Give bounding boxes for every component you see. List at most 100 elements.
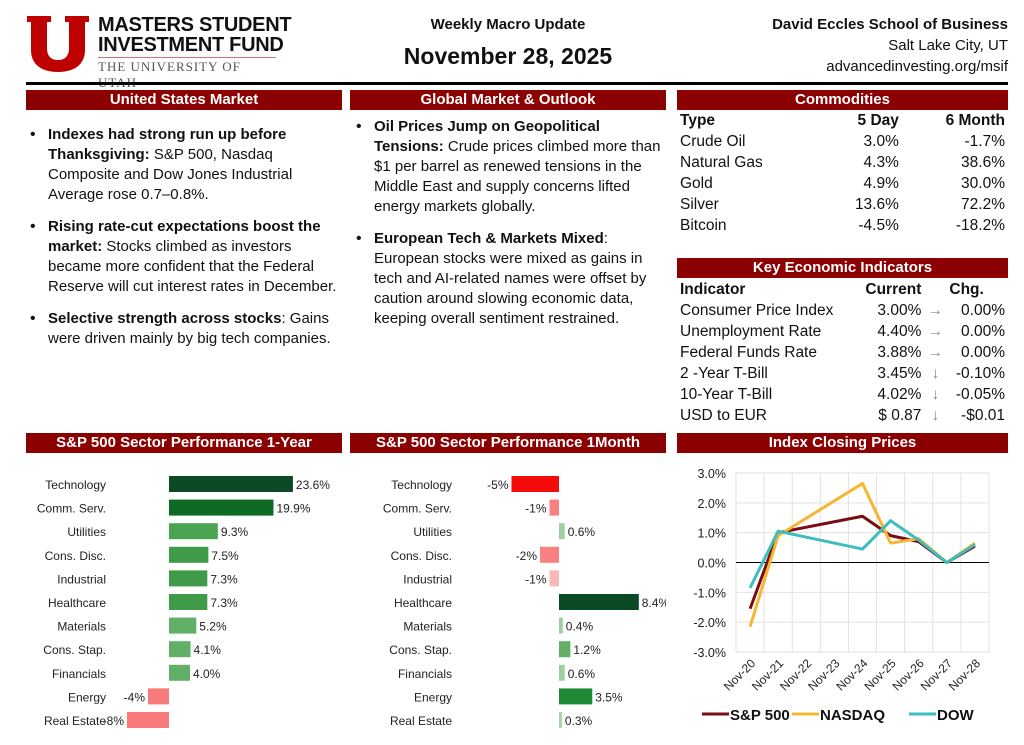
category-label: Comm. Serv. xyxy=(37,502,106,516)
index-closing-chart: 3.0%2.0%1.0%0.0%-1.0%-2.0%-3.0%Nov-20Nov… xyxy=(693,467,990,724)
bar xyxy=(169,664,190,681)
y-tick-label: 3.0% xyxy=(698,467,727,481)
series-line-dow xyxy=(748,519,976,589)
bar xyxy=(559,523,565,540)
bullet-item: European Tech & Markets Mixed: European … xyxy=(352,229,664,329)
category-label: Healthcare xyxy=(48,596,106,610)
legend-label: DOW xyxy=(937,707,975,724)
data-label: 7.5% xyxy=(211,549,239,563)
arrow-down-icon: ↓ xyxy=(931,365,940,382)
table-cell: Crude Oil xyxy=(680,133,746,150)
chart2-header: S&P 500 Sector Performance 1Month xyxy=(350,433,666,453)
table-cell: 4.9% xyxy=(863,175,899,192)
table-row: 2 -Year T-Bill 3.45% ↓ -0.10% xyxy=(677,363,1008,384)
logo-title: MASTERS STUDENT INVESTMENT FUND xyxy=(98,14,292,56)
bar xyxy=(540,546,559,563)
city: Salt Lake City, UT xyxy=(888,37,1008,54)
arrow-right-icon: → xyxy=(927,344,944,361)
table-cell: 4.40% xyxy=(877,323,922,340)
table-row: 10-Year T-Bill 4.02% ↓ -0.05% xyxy=(677,384,1008,405)
bar xyxy=(511,476,559,492)
data-label: 5.2% xyxy=(199,620,227,634)
table-cell: -$0.01 xyxy=(961,407,1005,424)
data-label: 1.2% xyxy=(573,643,601,657)
table-cell: -0.10% xyxy=(955,365,1005,382)
sector-1year-chart: Technology 23.6% Comm. Serv. 19.9% Utilities… xyxy=(37,476,330,728)
y-tick-label: 1.0% xyxy=(698,527,727,541)
col-header: 6 Month xyxy=(945,112,1005,129)
category-label: Financials xyxy=(52,667,106,681)
category-label: Cons. Stap. xyxy=(389,643,452,657)
data-label: 0.3% xyxy=(565,714,593,728)
category-label: Healthcare xyxy=(394,596,452,610)
data-label: 0.4% xyxy=(566,620,594,634)
data-label: -5% xyxy=(487,478,509,492)
data-label: 19.9% xyxy=(276,502,310,516)
category-label: Technology xyxy=(45,478,106,492)
header-divider xyxy=(26,82,1008,85)
logo-university: THE UNIVERSITY OF UTAH xyxy=(98,57,276,91)
table-cell: 3.00% xyxy=(877,302,922,319)
bar xyxy=(169,570,208,587)
table-cell: 4.02% xyxy=(877,386,922,403)
bar xyxy=(169,546,209,563)
bar xyxy=(148,688,169,705)
table-cell: $ 0.87 xyxy=(878,407,922,424)
commodities-table: Type 5 Day 6 Month Crude Oil 3.0% -1.7% Natur… xyxy=(677,110,1008,236)
table-row: Silver 13.6% 72.2% xyxy=(677,194,1008,215)
bar xyxy=(169,641,191,658)
table-cell: 2 -Year T-Bill xyxy=(680,365,768,382)
table-cell: 3.88% xyxy=(877,344,922,361)
category-label: Utilities xyxy=(67,525,106,539)
table-cell: Gold xyxy=(680,175,713,192)
category-label: Real Estate xyxy=(44,714,106,728)
data-label: 0.6% xyxy=(568,525,596,539)
bar xyxy=(169,523,218,540)
data-label: -1% xyxy=(525,572,547,586)
table-row: Gold 4.9% 30.0% xyxy=(677,173,1008,194)
category-label: Industrial xyxy=(403,572,452,586)
table-cell: 72.2% xyxy=(961,196,1005,213)
table-cell: Consumer Price Index xyxy=(680,302,834,319)
bar xyxy=(169,617,197,634)
y-tick-label: 0.0% xyxy=(698,557,727,571)
table-cell: 4.3% xyxy=(863,154,899,171)
bullet-item: Rising rate-cut expectations boost the m… xyxy=(26,217,338,297)
bar xyxy=(559,688,593,705)
report-date: November 28, 2025 xyxy=(403,43,613,69)
category-label: Cons. Disc. xyxy=(391,549,452,563)
bar xyxy=(549,499,559,516)
data-label: 7.3% xyxy=(210,596,238,610)
y-tick-label: -2.0% xyxy=(693,616,726,630)
data-label: 7.3% xyxy=(210,572,238,586)
category-label: Industrial xyxy=(57,572,106,586)
bar xyxy=(169,476,293,492)
data-label: -4% xyxy=(124,690,146,704)
y-tick-label: 2.0% xyxy=(698,497,727,511)
table-cell: 0.00% xyxy=(961,344,1005,361)
x-tick-label: Nov-28 xyxy=(946,656,983,693)
table-row: Natural Gas 4.3% 38.6% xyxy=(677,152,1008,173)
sector-1month-chart: Technology -5% Comm. Serv. -1% Utilities 0.6%… xyxy=(383,476,666,728)
data-label: -2% xyxy=(516,549,538,563)
table-cell: USD to EUR xyxy=(680,407,767,424)
indicators-header: Key Economic Indicators xyxy=(677,258,1008,278)
table-cell: 30.0% xyxy=(961,175,1005,192)
col-header: Type xyxy=(680,112,716,129)
col-header: Chg. xyxy=(949,281,984,298)
arrow-down-icon: ↓ xyxy=(931,407,940,424)
school-name: David Eccles School of Business xyxy=(772,16,1008,33)
category-label: Technology xyxy=(391,478,452,492)
university-logo-icon xyxy=(27,16,89,72)
arrow-down-icon: ↓ xyxy=(931,386,940,403)
table-cell: 38.6% xyxy=(961,154,1005,171)
col-header: 5 Day xyxy=(857,112,899,129)
bar xyxy=(559,664,565,681)
table-cell: 0.00% xyxy=(961,302,1005,319)
website-link[interactable]: advancedinvesting.org/msif xyxy=(826,58,1008,75)
data-label: 8.4% xyxy=(642,596,666,610)
bullet-item: Selective strength across stocks: Gains … xyxy=(26,309,338,349)
indicators-table: Indicator Current Chg. Consumer Price Inde… xyxy=(677,279,1008,426)
table-row: Crude Oil 3.0% -1.7% xyxy=(677,131,1008,152)
bar xyxy=(169,499,274,516)
